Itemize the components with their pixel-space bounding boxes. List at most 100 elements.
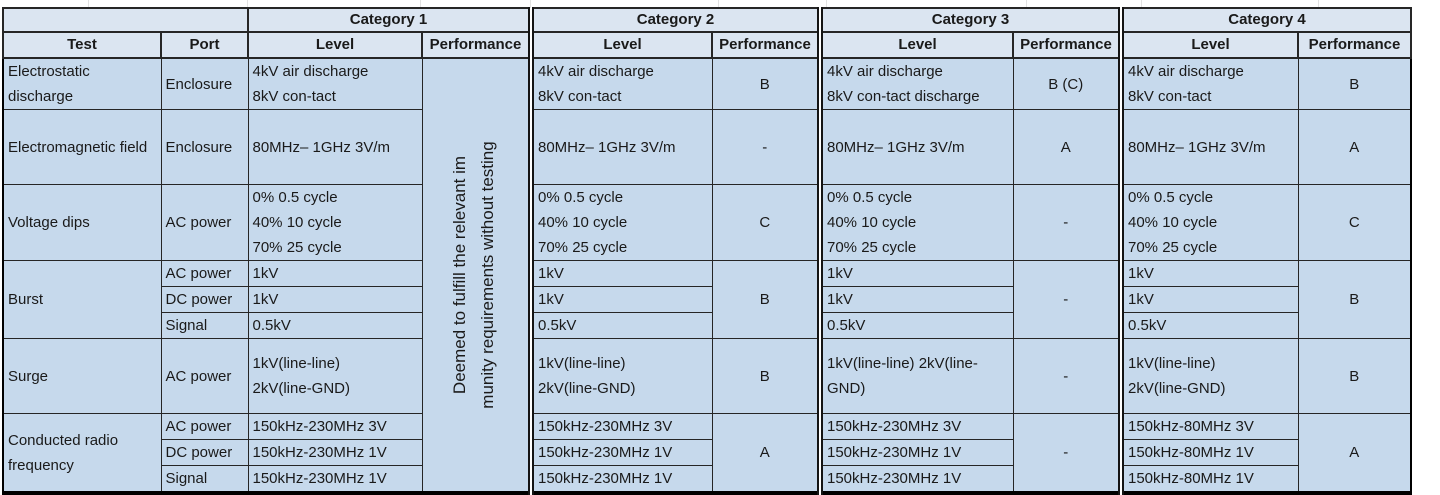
cat3-performance-header: Performance: [1012, 31, 1122, 59]
burst-level-dc-cat4: 1kV: [1118, 286, 1299, 313]
burst-level-ac-cat2: 1kV: [528, 260, 713, 287]
burst-level-dc-cat2: 1kV: [528, 286, 713, 313]
crf-performance-cat3: -: [1012, 413, 1122, 494]
crf-level-ac-cat3: 150kHz-230MHz 3V: [817, 413, 1014, 440]
cat3-level-header: Level: [817, 31, 1014, 59]
surge-level-cat3: 1kV(line-line) 2kV(line-GND): [817, 338, 1014, 414]
background-gridline: [1141, 0, 1142, 8]
em-level-cat3: 80MHz– 1GHz 3V/m: [817, 109, 1014, 185]
category-4-header: Category 4: [1118, 7, 1412, 33]
crf-level-signal-cat3: 150kHz-230MHz 1V: [817, 465, 1014, 494]
burst-port-dc: DC power: [160, 286, 249, 313]
burst-level-dc-cat3: 1kV: [817, 286, 1014, 313]
crf-level-dc-cat3: 150kHz-230MHz 1V: [817, 439, 1014, 466]
esd-performance-cat2: B: [711, 57, 821, 110]
burst-port-ac: AC power: [160, 260, 249, 287]
burst-row-dc: DC power 1kV 1kV 1kV 1kV: [3, 286, 1411, 313]
esd-level-cat3: 4kV air discharge 8kV con-tact discharge: [817, 57, 1014, 110]
em-performance-cat3: A: [1012, 109, 1122, 185]
cat1-level-header: Level: [247, 31, 423, 59]
crf-level-signal-cat4: 150kHz-80MHz 1V: [1118, 465, 1299, 494]
crf-level-ac-cat4: 150kHz-80MHz 3V: [1118, 413, 1299, 440]
dips-level-cat3: 0% 0.5 cycle 40% 10 cycle 70% 25 cycle: [817, 184, 1014, 261]
category-2-header: Category 2: [528, 7, 821, 33]
em-performance-cat2: -: [711, 109, 821, 185]
burst-test: Burst: [2, 260, 162, 339]
dips-performance-cat2: C: [711, 184, 821, 261]
crf-performance-cat4: A: [1297, 413, 1412, 494]
em-port: Enclosure: [160, 109, 249, 185]
burst-level-ac-cat4: 1kV: [1118, 260, 1299, 287]
esd-level-cat4: 4kV air discharge 8kV con-tact: [1118, 57, 1299, 110]
dips-level-cat2: 0% 0.5 cycle 40% 10 cycle 70% 25 cycle: [528, 184, 713, 261]
crf-port-signal: Signal: [160, 465, 249, 494]
surge-performance-cat2: B: [711, 338, 821, 414]
background-gridline: [826, 0, 827, 8]
surge-level-cat4: 1kV(line-line) 2kV(line-GND): [1118, 338, 1299, 414]
burst-level-ac-cat3: 1kV: [817, 260, 1014, 287]
esd-level-cat1: 4kV air discharge 8kV con-tact: [247, 57, 423, 110]
surge-test: Surge: [2, 338, 162, 414]
crf-level-dc-cat1: 150kHz-230MHz 1V: [247, 439, 423, 466]
voltage-dips-row: Voltage dips AC power 0% 0.5 cycle 40% 1…: [2, 184, 1412, 261]
em-test: Electromagnetic field: [2, 109, 162, 185]
cat1-performance-merged-cell: Deemed to fulfill the relevant im munity…: [421, 57, 532, 494]
esd-level-cat2: 4kV air discharge 8kV con-tact: [528, 57, 713, 110]
crf-port-dc: DC power: [160, 439, 249, 466]
cat1-performance-note: Deemed to fulfill the relevant im munity…: [450, 141, 498, 409]
burst-level-signal-cat4: 0.5kV: [1118, 312, 1299, 339]
crf-level-ac-cat2: 150kHz-230MHz 3V: [528, 413, 713, 440]
dips-performance-cat4: C: [1297, 184, 1412, 261]
em-performance-cat4: A: [1297, 109, 1412, 185]
dips-test: Voltage dips: [2, 184, 162, 261]
emc-immunity-test-table: Category 1 Category 2 Category 3 Categor…: [2, 7, 1412, 495]
crf-row-dc: DC power 150kHz-230MHz 1V 150kHz-230MHz …: [3, 439, 1411, 466]
crf-level-dc-cat2: 150kHz-230MHz 1V: [528, 439, 713, 466]
background-gridline: [1026, 0, 1027, 8]
category-3-header: Category 3: [817, 7, 1122, 33]
surge-level-cat1: 1kV(line-line) 2kV(line-GND): [247, 338, 423, 414]
burst-port-signal: Signal: [160, 312, 249, 339]
background-gridline: [88, 0, 89, 8]
burst-performance-cat4: B: [1297, 260, 1412, 339]
test-column-header: Test: [2, 31, 162, 59]
column-header-row: Test Port Level Performance Level Perfor…: [2, 31, 1412, 59]
esd-performance-cat3: B (C): [1012, 57, 1122, 110]
burst-row-ac: Burst AC power 1kV 1kV B 1kV - 1kV B: [2, 260, 1412, 339]
cat4-level-header: Level: [1118, 31, 1299, 59]
table-container: Category 1 Category 2 Category 3 Categor…: [2, 7, 1412, 495]
burst-level-signal-cat3: 0.5kV: [817, 312, 1014, 339]
esd-performance-cat4: B: [1297, 57, 1412, 110]
background-gridline: [247, 0, 248, 8]
em-level-cat2: 80MHz– 1GHz 3V/m: [528, 109, 713, 185]
cat1-performance-header: Performance: [421, 31, 532, 59]
port-column-header: Port: [160, 31, 249, 59]
crf-row-signal: Signal 150kHz-230MHz 1V 150kHz-230MHz 1V…: [3, 465, 1411, 494]
burst-level-signal-cat2: 0.5kV: [528, 312, 713, 339]
crf-level-signal-cat1: 150kHz-230MHz 1V: [247, 465, 423, 494]
category-1-header: Category 1: [247, 7, 532, 33]
burst-performance-cat3: -: [1012, 260, 1122, 339]
em-level-cat1: 80MHz– 1GHz 3V/m: [247, 109, 423, 185]
background-gridline: [420, 0, 421, 8]
burst-performance-cat2: B: [711, 260, 821, 339]
burst-level-signal-cat1: 0.5kV: [247, 312, 423, 339]
crf-performance-cat2: A: [711, 413, 821, 494]
em-level-cat4: 80MHz– 1GHz 3V/m: [1118, 109, 1299, 185]
crf-level-ac-cat1: 150kHz-230MHz 3V: [247, 413, 423, 440]
esd-row: Electrostatic discharge Enclosure 4kV ai…: [2, 57, 1412, 494]
burst-level-dc-cat1: 1kV: [247, 286, 423, 313]
burst-level-ac-cat1: 1kV: [247, 260, 423, 287]
cat4-performance-header: Performance: [1297, 31, 1412, 59]
surge-row: Surge AC power 1kV(line-line) 2kV(line-G…: [2, 338, 1412, 414]
dips-level-cat4: 0% 0.5 cycle 40% 10 cycle 70% 25 cycle: [1118, 184, 1299, 261]
surge-performance-cat4: B: [1297, 338, 1412, 414]
crf-port-ac: AC power: [160, 413, 249, 440]
category-header-row: Category 1 Category 2 Category 3 Categor…: [2, 7, 1412, 33]
dips-performance-cat3: -: [1012, 184, 1122, 261]
crf-row-ac: Conducted radio frequency AC power 150kH…: [2, 413, 1412, 494]
background-gridline: [530, 0, 531, 8]
crf-test: Conducted radio frequency: [2, 413, 162, 494]
dips-level-cat1: 0% 0.5 cycle 40% 10 cycle 70% 25 cycle: [247, 184, 423, 261]
dips-port: AC power: [160, 184, 249, 261]
